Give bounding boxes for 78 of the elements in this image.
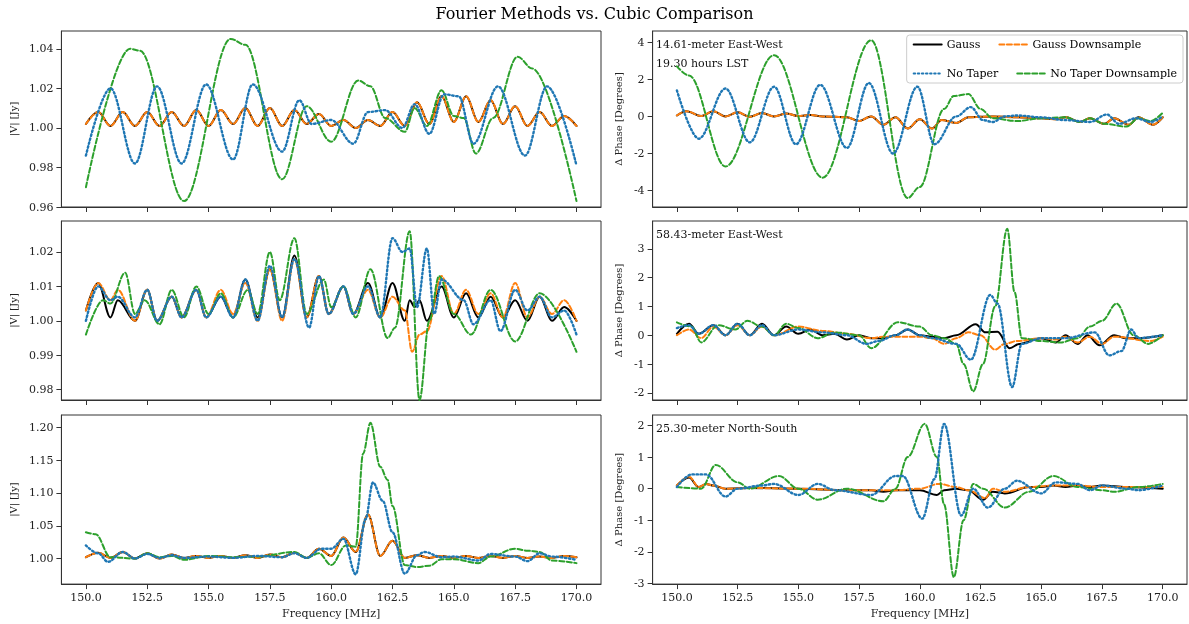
y-tick-label: 1.00 bbox=[28, 552, 54, 566]
y-tick-label: 1 bbox=[637, 299, 645, 313]
annotation: 58.43-meter East-West bbox=[656, 228, 784, 241]
x-tick-label: 155.0 bbox=[192, 591, 225, 605]
y-tick-label: -2 bbox=[633, 545, 645, 559]
y-tick-label: 0 bbox=[637, 328, 645, 342]
y-tick-label: 1.02 bbox=[28, 81, 54, 95]
y-tick-label: 0 bbox=[637, 109, 645, 123]
y-tick-label: 1.00 bbox=[28, 121, 54, 135]
x-tick-label: 162.5 bbox=[964, 591, 997, 605]
y-tick-label: 0.99 bbox=[28, 348, 54, 362]
y-axis-title: Δ Phase [Degrees] bbox=[612, 72, 624, 166]
chart-title: Fourier Methods vs. Cubic Comparison bbox=[434, 4, 755, 23]
y-tick-label: 1.15 bbox=[28, 453, 54, 467]
x-tick-label: 160.0 bbox=[315, 591, 347, 605]
y-axis-title: |V| [Jy] bbox=[7, 293, 20, 328]
x-tick-label: 167.5 bbox=[1086, 591, 1118, 605]
y-tick-label: 0.98 bbox=[28, 160, 54, 174]
y-axis-title: Δ Phase [Degrees] bbox=[612, 263, 624, 358]
y-tick-label: 2 bbox=[637, 418, 645, 432]
x-tick-label: 152.5 bbox=[721, 591, 754, 605]
y-tick-label: 2 bbox=[637, 72, 645, 86]
y-tick-label: -1 bbox=[633, 357, 645, 371]
y-tick-label: 0.98 bbox=[28, 383, 54, 397]
y-tick-label: 1 bbox=[637, 450, 645, 464]
x-tick-label: 160.0 bbox=[904, 591, 936, 605]
y-tick-label: 1.04 bbox=[28, 42, 54, 56]
x-tick-label: 165.0 bbox=[438, 591, 470, 605]
x-tick-label: 152.5 bbox=[131, 591, 163, 605]
line-series bbox=[675, 293, 1164, 389]
y-axis-title: |V| [Jy] bbox=[7, 101, 20, 137]
y-axis-title: Δ Phase [Degrees] bbox=[612, 452, 624, 547]
y-tick-label: 3 bbox=[637, 242, 645, 256]
annotation: 19.30 hours LST bbox=[656, 57, 750, 70]
y-tick-label: -3 bbox=[633, 576, 645, 590]
y-tick-label: 0.96 bbox=[28, 200, 54, 214]
y-tick-label: -4 bbox=[633, 184, 645, 198]
y-tick-label: 1.01 bbox=[28, 279, 54, 293]
x-tick-label: 170.0 bbox=[560, 591, 593, 605]
line-series bbox=[84, 481, 578, 576]
y-tick-label: 4 bbox=[637, 35, 645, 49]
legend-label: No Taper bbox=[946, 67, 1000, 80]
y-axis-title: |V| [Jy] bbox=[7, 482, 20, 517]
x-tick-label: 167.5 bbox=[499, 591, 531, 605]
y-tick-label: 1.02 bbox=[28, 245, 54, 259]
annotation: 25.30-meter North-South bbox=[656, 422, 798, 435]
x-axis-title: Frequency [MHz] bbox=[282, 607, 381, 620]
x-tick-label: 162.5 bbox=[376, 591, 409, 605]
y-tick-label: 2 bbox=[637, 271, 645, 285]
y-tick-label: -2 bbox=[633, 386, 645, 400]
x-tick-label: 165.0 bbox=[1025, 591, 1058, 605]
line-series bbox=[84, 37, 578, 203]
y-tick-label: 1.10 bbox=[28, 486, 54, 500]
x-tick-label: 157.5 bbox=[843, 591, 875, 605]
line-series bbox=[84, 421, 578, 569]
legend-label: Gauss Downsample bbox=[1032, 38, 1142, 51]
y-tick-label: 1.05 bbox=[28, 519, 54, 533]
line-series bbox=[84, 513, 578, 560]
annotation: 14.61-meter East-West bbox=[656, 38, 784, 51]
y-tick-label: 1.00 bbox=[28, 314, 54, 328]
line-series bbox=[84, 257, 578, 353]
line-series bbox=[84, 237, 578, 336]
x-tick-label: 150.0 bbox=[661, 591, 693, 605]
x-tick-label: 170.0 bbox=[1146, 591, 1179, 605]
legend-label: Gauss bbox=[946, 38, 981, 51]
y-tick-label: 0 bbox=[637, 482, 645, 496]
y-tick-label: -1 bbox=[633, 513, 645, 527]
y-tick-label: 1.20 bbox=[28, 420, 54, 434]
line-series bbox=[84, 83, 578, 167]
x-tick-label: 155.0 bbox=[782, 591, 815, 605]
legend-label: No Taper Downsample bbox=[1050, 67, 1178, 80]
line-series bbox=[675, 110, 1164, 130]
line-series bbox=[675, 81, 1164, 155]
x-tick-label: 157.5 bbox=[254, 591, 286, 605]
x-tick-label: 150.0 bbox=[70, 591, 102, 605]
x-axis-title: Frequency [MHz] bbox=[870, 607, 969, 620]
line-series bbox=[84, 230, 578, 401]
y-tick-label: -2 bbox=[633, 147, 645, 161]
